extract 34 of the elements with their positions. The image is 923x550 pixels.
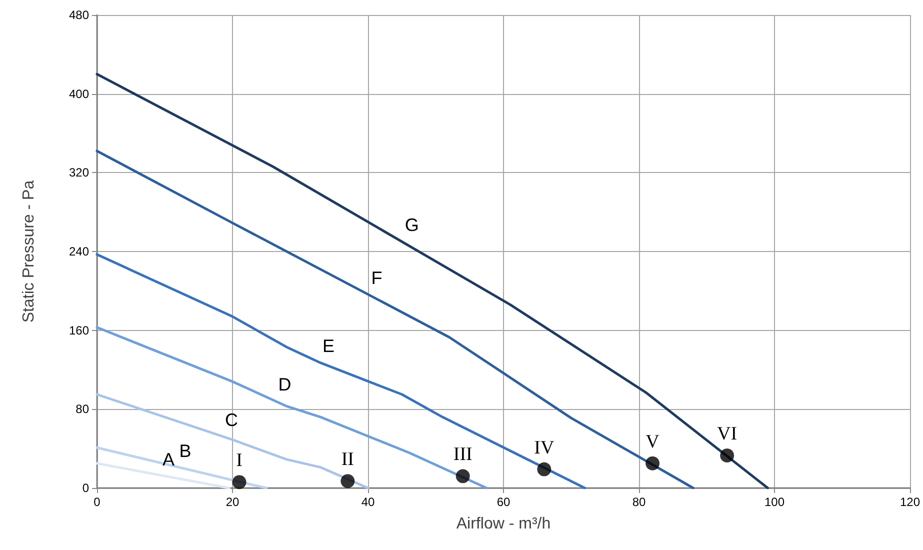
series-label: B bbox=[179, 440, 192, 461]
line-series bbox=[96, 253, 586, 490]
annotation: IV bbox=[534, 437, 554, 458]
x-tick-label: 40 bbox=[361, 495, 375, 509]
y-tick-label: 160 bbox=[68, 323, 90, 338]
annotation: V bbox=[646, 431, 660, 452]
series-label: A bbox=[162, 449, 174, 470]
annotation: II bbox=[341, 449, 354, 470]
annotation: III bbox=[453, 444, 472, 466]
x-tick-label: 100 bbox=[764, 495, 785, 509]
y-tick-label: 0 bbox=[82, 481, 90, 495]
series-label: G bbox=[404, 214, 419, 235]
series-label: D bbox=[278, 374, 292, 395]
y-tick-label: 80 bbox=[76, 402, 90, 416]
y-tick-label: 480 bbox=[68, 8, 90, 22]
y-tick-label: 240 bbox=[68, 244, 90, 258]
y-tick-label: 320 bbox=[68, 166, 90, 180]
x-tick-label: 0 bbox=[94, 495, 101, 509]
x-axis-title: Airflow - m³/h bbox=[456, 516, 551, 532]
series-label: C bbox=[224, 410, 238, 430]
series-label: F bbox=[371, 268, 382, 288]
x-tick-label: 120 bbox=[900, 495, 920, 509]
line-series bbox=[96, 150, 694, 490]
line-series bbox=[96, 326, 488, 490]
line-series bbox=[96, 72, 769, 490]
annotation: I bbox=[236, 450, 242, 472]
x-tick-label: 20 bbox=[226, 495, 240, 509]
line-series bbox=[96, 393, 370, 490]
x-tick-label: 60 bbox=[496, 495, 510, 509]
x-tick-label: 80 bbox=[632, 495, 646, 509]
series-label: E bbox=[322, 336, 335, 356]
annotation: VI bbox=[717, 423, 738, 444]
y-tick-label: 400 bbox=[68, 86, 90, 101]
y-axis-title: Static Pressure - Pa bbox=[20, 180, 38, 323]
